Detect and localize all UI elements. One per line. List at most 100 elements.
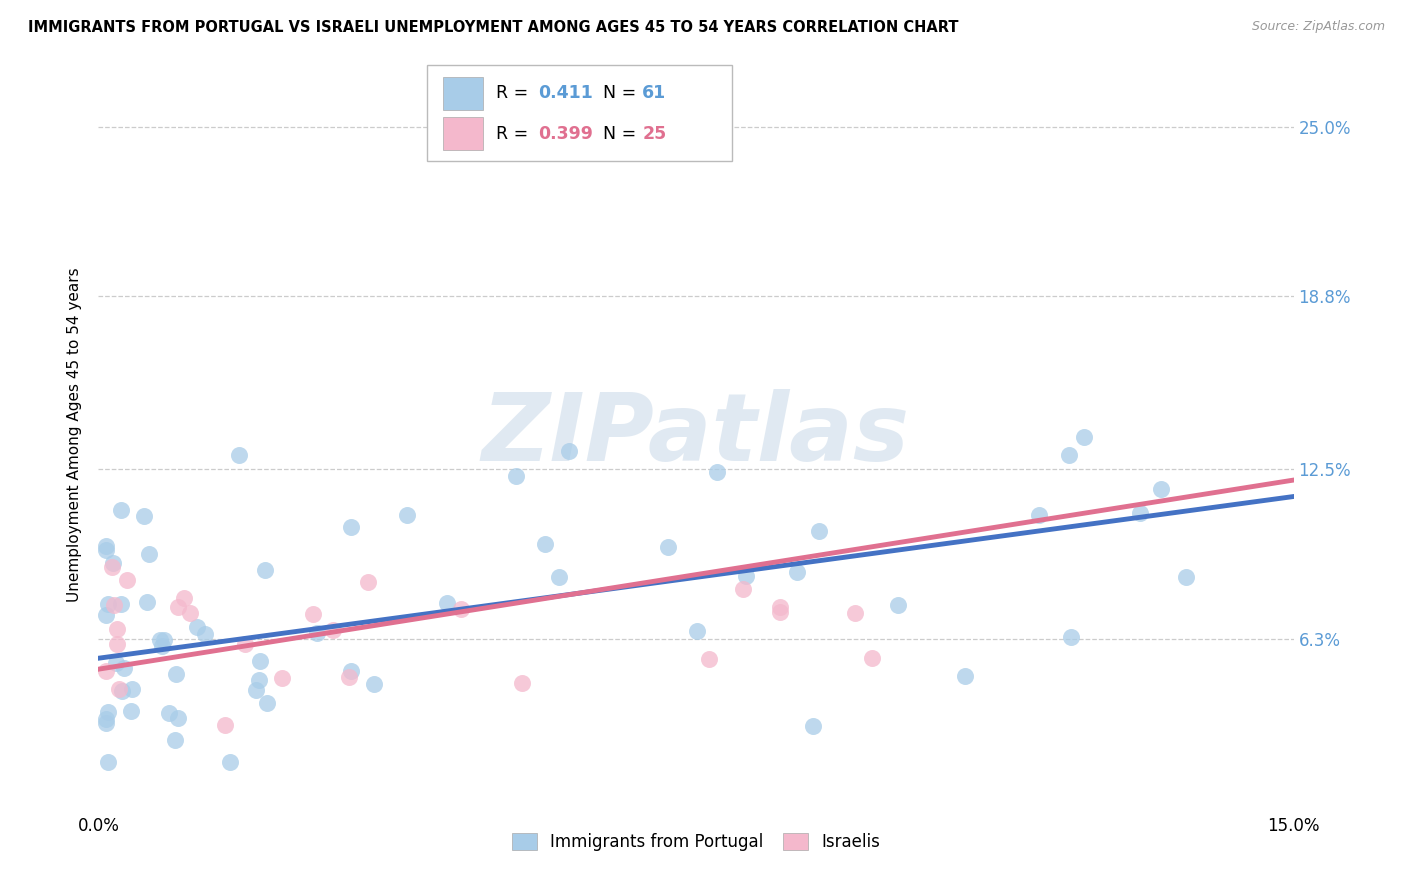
Point — [138, 547, 160, 561]
Point — [887, 598, 910, 612]
Point — [1129, 506, 1152, 520]
Point — [769, 600, 792, 615]
Point — [1149, 482, 1171, 496]
Point — [121, 682, 143, 697]
Point — [96, 543, 118, 558]
Point — [165, 667, 187, 681]
Point — [547, 570, 569, 584]
Point — [149, 632, 172, 647]
Point — [322, 623, 344, 637]
Point — [697, 652, 720, 666]
Point — [844, 606, 866, 620]
Point — [110, 503, 132, 517]
Point — [254, 563, 277, 577]
Text: 0.399: 0.399 — [538, 125, 593, 143]
Point — [357, 575, 380, 590]
Text: N =: N = — [603, 125, 641, 143]
Text: N =: N = — [603, 85, 641, 103]
Text: R =: R = — [496, 85, 534, 103]
Point — [104, 656, 127, 670]
Point — [534, 537, 557, 551]
Legend: Immigrants from Portugal, Israelis: Immigrants from Portugal, Israelis — [505, 826, 887, 857]
Point — [132, 509, 155, 524]
Point — [340, 665, 363, 679]
Point — [731, 582, 754, 596]
Point — [245, 682, 267, 697]
Text: 61: 61 — [643, 85, 666, 103]
Point — [179, 606, 201, 620]
Point — [786, 566, 808, 580]
Point — [505, 469, 527, 483]
Point — [103, 598, 125, 612]
Text: IMMIGRANTS FROM PORTUGAL VS ISRAELI UNEMPLOYMENT AMONG AGES 45 TO 54 YEARS CORRE: IMMIGRANTS FROM PORTUGAL VS ISRAELI UNEM… — [28, 20, 959, 35]
Text: Source: ZipAtlas.com: Source: ZipAtlas.com — [1251, 20, 1385, 33]
FancyBboxPatch shape — [443, 77, 484, 110]
Point — [686, 624, 709, 638]
Point — [1060, 630, 1083, 644]
Point — [97, 706, 120, 720]
Point — [735, 569, 758, 583]
Text: 25: 25 — [643, 125, 666, 143]
Point — [233, 637, 256, 651]
Point — [363, 677, 385, 691]
Point — [340, 520, 363, 534]
Point — [167, 711, 190, 725]
Point — [110, 597, 132, 611]
Point — [96, 664, 118, 678]
Point — [558, 444, 581, 458]
Text: R =: R = — [496, 125, 534, 143]
Point — [1073, 430, 1095, 444]
Point — [105, 636, 128, 650]
Point — [135, 595, 157, 609]
Point — [103, 556, 125, 570]
Point — [302, 607, 325, 621]
Point — [214, 717, 236, 731]
Point — [249, 654, 271, 668]
Point — [165, 732, 187, 747]
Point — [1057, 448, 1080, 462]
Point — [96, 608, 118, 623]
FancyBboxPatch shape — [443, 117, 484, 150]
Point — [115, 573, 138, 587]
Point — [706, 465, 728, 479]
Point — [436, 596, 458, 610]
Point — [173, 591, 195, 606]
Point — [218, 756, 240, 770]
Point — [194, 627, 217, 641]
Y-axis label: Unemployment Among Ages 45 to 54 years: Unemployment Among Ages 45 to 54 years — [67, 268, 83, 602]
Point — [96, 539, 118, 553]
Point — [307, 625, 329, 640]
Point — [801, 719, 824, 733]
Point — [228, 448, 250, 462]
Point — [337, 670, 360, 684]
Point — [97, 756, 120, 770]
Point — [256, 696, 278, 710]
Point — [657, 540, 679, 554]
Point — [121, 704, 143, 718]
Point — [96, 712, 118, 726]
Point — [395, 508, 418, 522]
Point — [807, 524, 830, 539]
Point — [769, 605, 792, 619]
Point — [96, 716, 118, 731]
Text: 0.411: 0.411 — [538, 85, 593, 103]
Point — [860, 650, 883, 665]
Point — [108, 682, 131, 697]
Point — [450, 602, 472, 616]
Point — [152, 640, 174, 654]
Point — [111, 684, 134, 698]
Point — [166, 600, 188, 615]
Point — [105, 622, 128, 636]
Point — [152, 632, 174, 647]
Point — [97, 597, 120, 611]
Point — [1175, 570, 1198, 584]
Point — [271, 671, 294, 685]
Point — [100, 559, 122, 574]
Point — [510, 676, 533, 690]
Point — [247, 673, 270, 687]
Point — [112, 661, 135, 675]
Point — [159, 706, 181, 720]
Point — [953, 669, 976, 683]
Text: ZIPatlas: ZIPatlas — [482, 389, 910, 481]
Point — [186, 620, 208, 634]
